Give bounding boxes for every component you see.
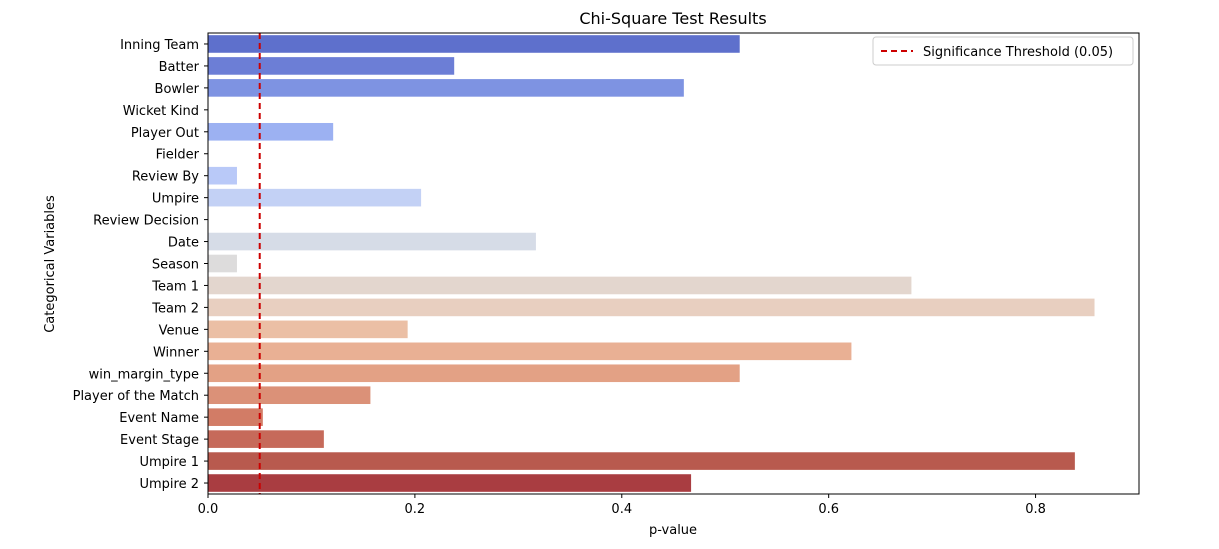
y-tick-label: Winner [153, 345, 200, 360]
bar-date [208, 232, 536, 251]
y-tick-label: Umpire 2 [139, 477, 199, 492]
bar-player-of-the-match [208, 386, 371, 405]
y-tick-label: Review By [132, 170, 199, 185]
bar-review-by [208, 166, 237, 185]
bar-winner [208, 342, 852, 361]
y-tick-label: Inning Team [120, 38, 199, 53]
bar-event-stage [208, 430, 324, 448]
y-tick-label: Wicket Kind [123, 104, 199, 119]
y-tick-label: Team 1 [151, 279, 199, 294]
y-axis-title: Categorical Variables [43, 195, 58, 333]
bar-win-margin-type [208, 364, 740, 383]
bar-umpire-1 [208, 452, 1075, 470]
bar-team-1 [208, 276, 912, 295]
plot-frame [207, 32, 1140, 495]
legend-threshold-label: Significance Threshold (0.05) [923, 45, 1113, 60]
y-tick-label: Team 2 [151, 301, 199, 316]
x-tick-label: 0.8 [1025, 502, 1046, 517]
y-tick-label: Bowler [155, 82, 200, 97]
y-tick-label: Event Stage [120, 433, 199, 448]
x-tick-label: 0.0 [198, 502, 219, 517]
y-tick-label: Batter [159, 60, 200, 75]
y-axis: Inning Team Batter Bowler Wicket Kind Player… [73, 38, 208, 492]
y-tick-label: Player of the Match [73, 389, 199, 404]
y-tick-label: Venue [159, 323, 199, 338]
bar-season [208, 254, 237, 273]
bar-venue [208, 320, 408, 339]
bar-bowler [208, 79, 684, 97]
y-tick-label: Umpire [152, 192, 199, 207]
y-tick-label: Player Out [131, 126, 199, 141]
y-tick-label: Event Name [119, 411, 199, 426]
y-tick-label: Umpire 1 [139, 455, 199, 470]
y-tick-label: Review Decision [93, 214, 199, 229]
y-tick-label: Fielder [156, 148, 200, 163]
bar-umpire [208, 188, 422, 207]
bar-player-out [208, 122, 334, 141]
y-tick-label: Date [168, 236, 199, 251]
x-tick-label: 0.6 [818, 502, 839, 517]
chart-title: Chi-Square Test Results [579, 9, 766, 28]
legend-box [872, 36, 1134, 66]
bar-team-2 [208, 298, 1095, 317]
x-axis: 0.0 0.2 0.4 0.6 0.8 [198, 494, 1046, 517]
legend: Significance Threshold (0.05) [872, 36, 1134, 66]
y-tick-label: Season [152, 258, 199, 273]
bar-inning-team [208, 35, 740, 53]
bar-batter [208, 57, 455, 75]
bar-umpire-2 [208, 474, 692, 492]
y-tick-label: win_margin_type [89, 367, 199, 382]
x-axis-title: p-value [649, 523, 697, 538]
bar-event-name [208, 408, 263, 426]
x-tick-label: 0.4 [611, 502, 632, 517]
x-tick-label: 0.2 [405, 502, 426, 517]
bars-group [208, 35, 1095, 492]
